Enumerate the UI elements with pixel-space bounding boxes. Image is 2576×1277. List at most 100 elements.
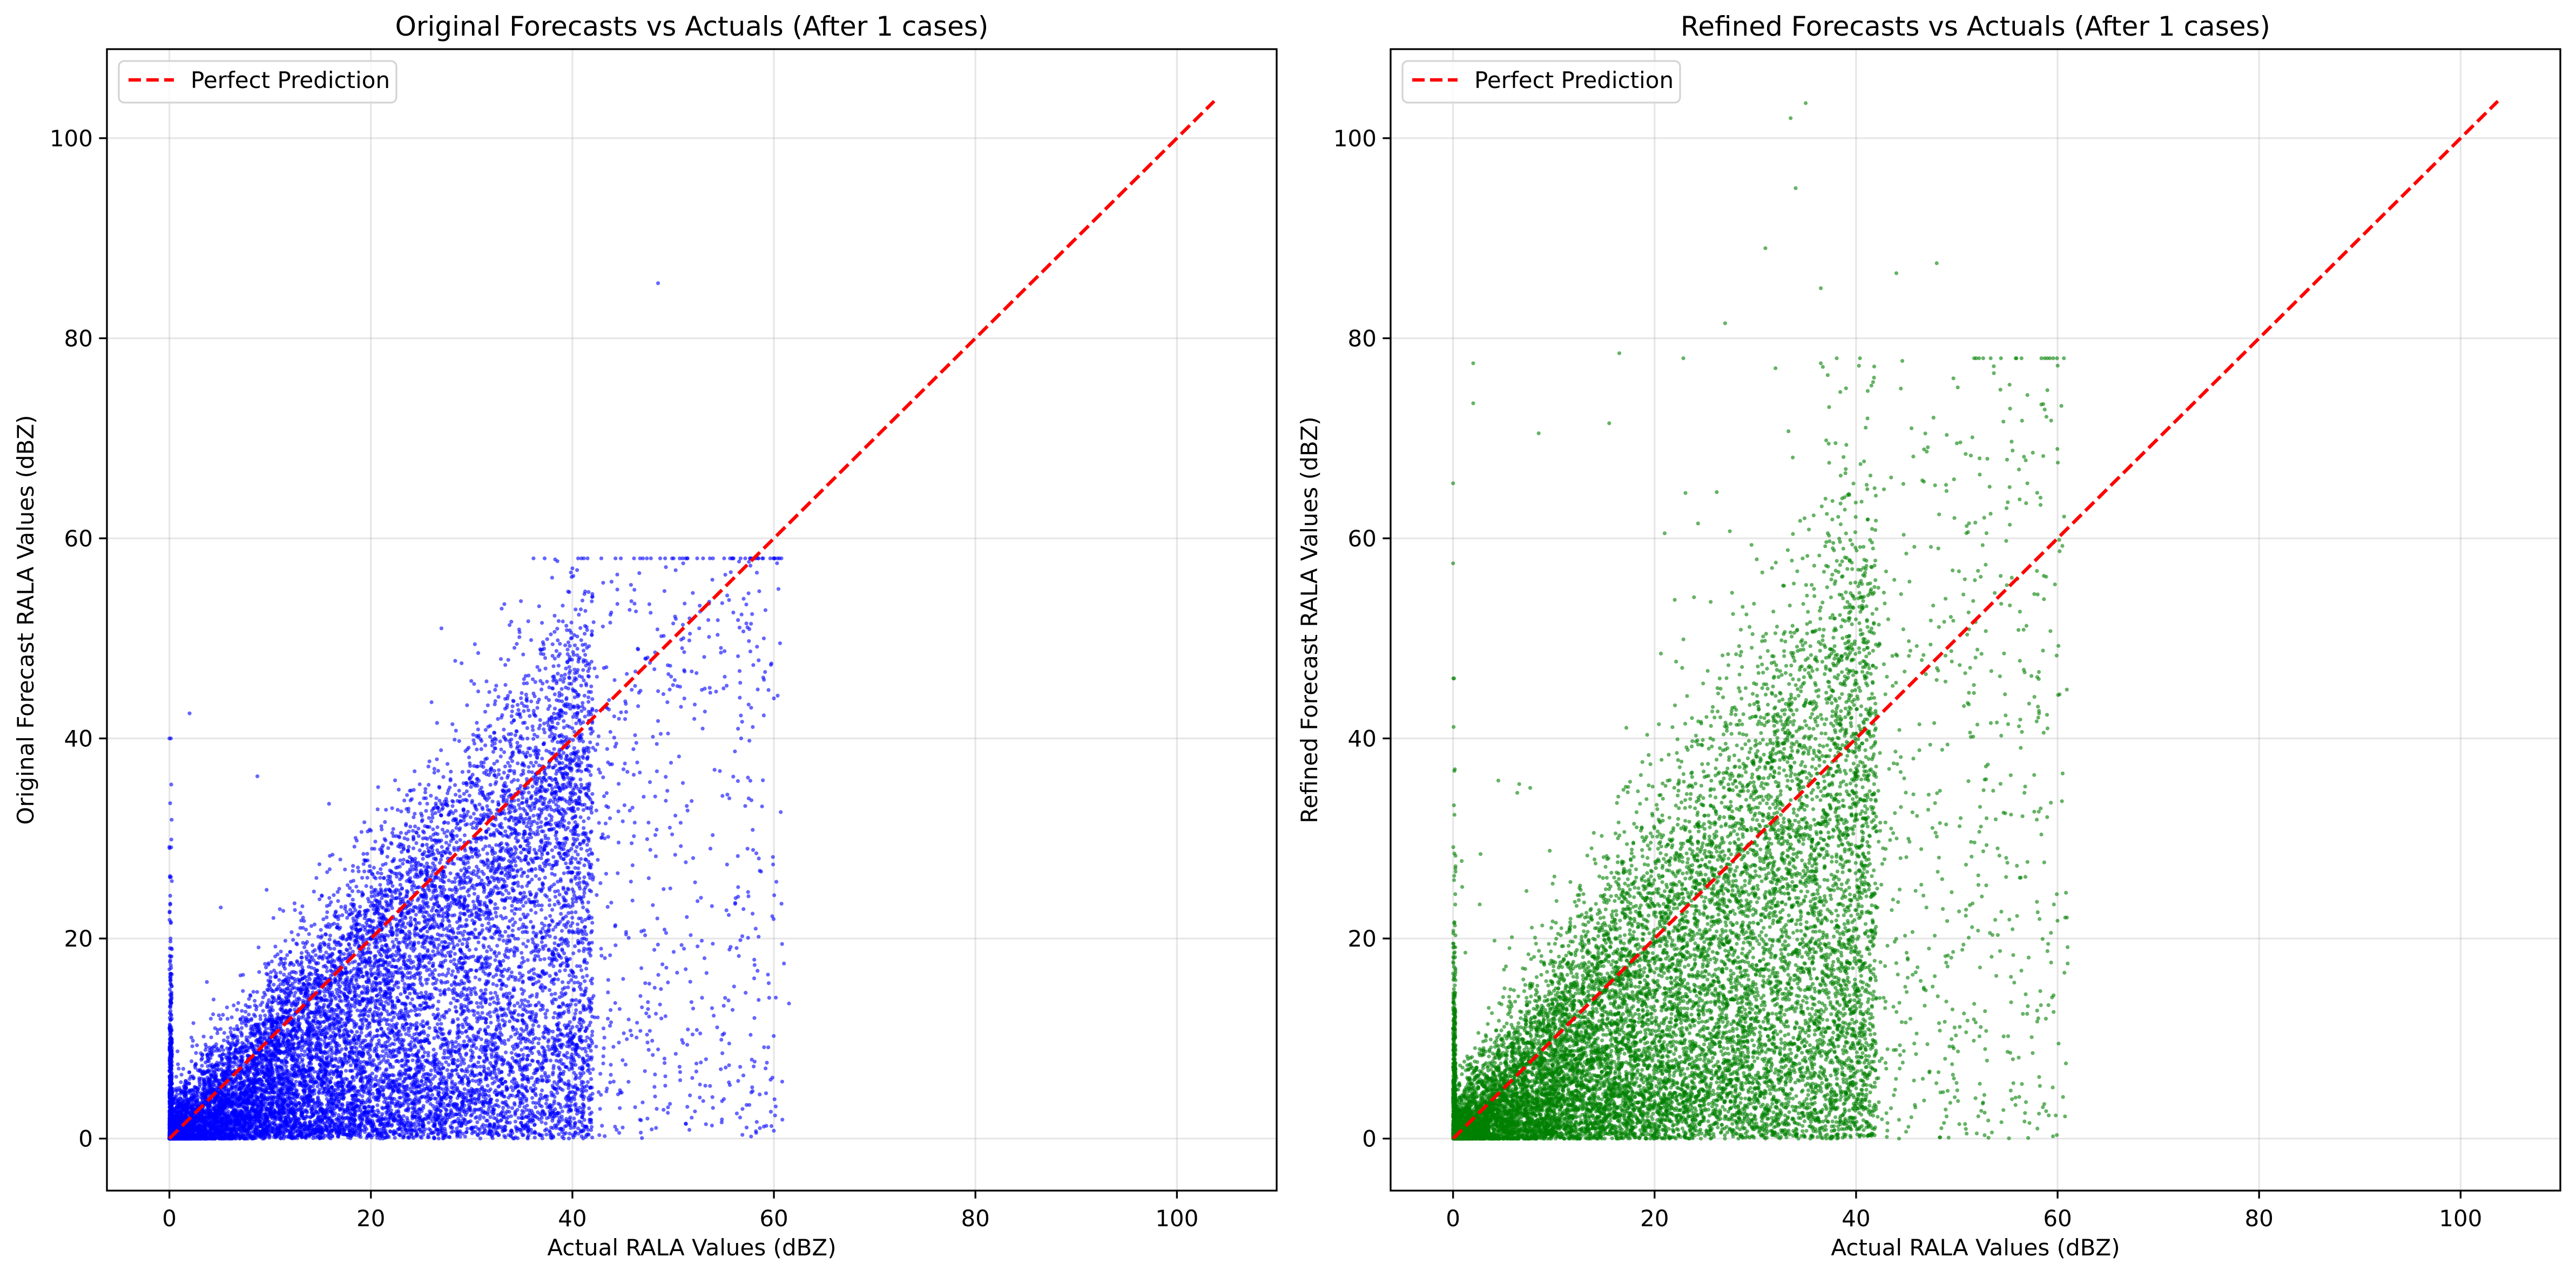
scatter-point bbox=[488, 782, 493, 787]
scatter-point bbox=[624, 710, 628, 714]
scatter-point bbox=[663, 1084, 667, 1088]
scatter-point bbox=[680, 781, 685, 785]
scatter-point bbox=[366, 947, 370, 951]
scatter-point bbox=[559, 929, 564, 933]
scatter-point bbox=[219, 1027, 223, 1031]
scatter-point bbox=[490, 1076, 495, 1080]
scatter-point bbox=[588, 876, 592, 880]
scatter-point bbox=[494, 684, 498, 688]
scatter-point bbox=[478, 1048, 483, 1052]
scatter-point bbox=[325, 969, 329, 974]
scatter-point bbox=[693, 1109, 697, 1113]
scatter-point bbox=[510, 704, 515, 708]
scatter-point bbox=[421, 856, 425, 861]
scatter-point bbox=[465, 703, 469, 707]
scatter-point bbox=[563, 827, 568, 832]
scatter-point bbox=[690, 1116, 694, 1120]
scatter-point bbox=[636, 704, 640, 708]
scatter-point bbox=[408, 825, 413, 829]
scatter-point bbox=[545, 637, 549, 641]
scatter-point bbox=[329, 1034, 333, 1038]
scatter-point bbox=[508, 938, 512, 942]
scatter-point bbox=[437, 943, 441, 947]
scatter-point bbox=[422, 830, 426, 835]
scatter-point bbox=[664, 565, 668, 569]
scatter-point bbox=[483, 988, 488, 992]
scatter-point bbox=[515, 641, 519, 646]
scatter-point bbox=[521, 942, 525, 946]
scatter-point bbox=[644, 1011, 649, 1016]
scatter-point bbox=[584, 967, 589, 971]
scatter-point bbox=[494, 954, 498, 958]
scatter-point bbox=[443, 954, 448, 958]
scatter-point bbox=[764, 1066, 768, 1071]
scatter-point bbox=[389, 842, 394, 846]
scatter-point bbox=[344, 1036, 349, 1041]
scatter-point bbox=[426, 1051, 430, 1055]
scatter-point bbox=[744, 1125, 749, 1130]
scatter-point bbox=[542, 721, 547, 726]
scatter-point bbox=[423, 790, 428, 795]
scatter-point bbox=[361, 852, 366, 856]
scatter-point bbox=[526, 821, 530, 825]
scatter-point bbox=[577, 612, 581, 617]
scatter-point bbox=[688, 632, 692, 636]
scatter-point bbox=[518, 1004, 522, 1009]
scatter-point bbox=[474, 947, 478, 951]
panel-original: Original Forecasts vs Actuals (After 1 c… bbox=[12, 11, 1278, 1261]
scatter-point bbox=[519, 599, 523, 603]
scatter-point bbox=[427, 1120, 431, 1125]
scatter-point bbox=[621, 819, 625, 823]
scatter-point bbox=[643, 1069, 647, 1073]
scatter-point bbox=[739, 736, 743, 741]
scatter-point bbox=[470, 1009, 475, 1013]
scatter-point bbox=[379, 867, 383, 871]
scatter-point bbox=[380, 972, 385, 977]
scatter-point bbox=[662, 1107, 666, 1112]
scatter-point bbox=[619, 556, 623, 560]
scatter-point bbox=[433, 968, 437, 972]
scatter-point bbox=[509, 619, 514, 624]
scatter-point bbox=[287, 972, 292, 976]
scatter-point bbox=[301, 941, 305, 945]
scatter-point bbox=[521, 1053, 525, 1057]
scatter-point bbox=[617, 1007, 622, 1011]
scatter-point bbox=[582, 925, 586, 929]
scatter-point bbox=[360, 1094, 365, 1098]
scatter-point bbox=[425, 861, 429, 866]
scatter-point bbox=[580, 598, 585, 603]
scatter-point bbox=[562, 871, 566, 875]
scatter-point bbox=[528, 1063, 532, 1067]
scatter-point bbox=[746, 702, 751, 707]
scatter-point bbox=[630, 898, 635, 903]
scatter-point bbox=[505, 843, 510, 847]
scatter-point bbox=[710, 1123, 714, 1128]
scatter-point bbox=[590, 921, 595, 925]
scatter-point bbox=[727, 796, 732, 801]
scatter-series bbox=[167, 281, 791, 1141]
scatter-point bbox=[318, 897, 322, 902]
scatter-point bbox=[780, 942, 784, 946]
scatter-point bbox=[430, 1093, 435, 1097]
scatter-point bbox=[436, 768, 441, 773]
scatter-point bbox=[554, 649, 558, 653]
scatter-point bbox=[557, 1132, 561, 1137]
scatter-point bbox=[168, 894, 172, 898]
scatter-point bbox=[169, 837, 173, 842]
scatter-point bbox=[687, 1127, 692, 1132]
scatter-point bbox=[568, 1020, 572, 1024]
scatter-point bbox=[544, 1102, 549, 1106]
scatter-point bbox=[595, 674, 599, 679]
scatter-point bbox=[412, 815, 416, 820]
scatter-point bbox=[427, 1026, 431, 1030]
scatter-point bbox=[603, 956, 607, 960]
scatter-point bbox=[699, 938, 704, 943]
scatter-point bbox=[408, 1001, 413, 1005]
scatter-point bbox=[527, 790, 531, 795]
scatter-point bbox=[622, 803, 626, 807]
scatter-point bbox=[457, 938, 462, 943]
scatter-point bbox=[733, 749, 737, 754]
scatter-point bbox=[517, 627, 521, 632]
scatter-point bbox=[656, 719, 660, 723]
scatter-point bbox=[432, 767, 436, 771]
